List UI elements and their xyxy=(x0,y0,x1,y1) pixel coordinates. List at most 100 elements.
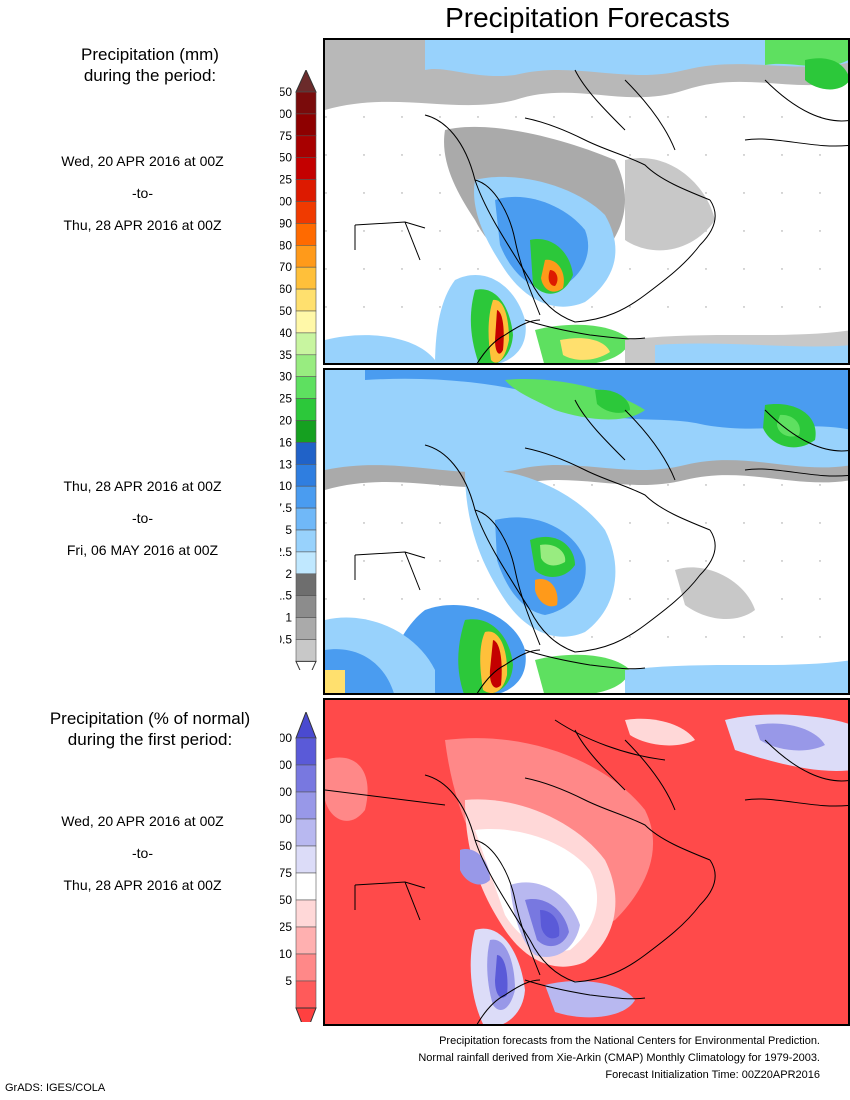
precip-scale-tick-label: 35 xyxy=(280,348,292,362)
percent-scale-tick-label: 600 xyxy=(280,758,292,772)
percent-scale-tick-label: 10 xyxy=(280,947,292,961)
precip-scale-swatch xyxy=(295,551,317,575)
period3-until: Thu, 28 APR 2016 at 00Z xyxy=(63,877,222,893)
precip-scale-swatch xyxy=(295,91,317,115)
period1-from: Wed, 20 APR 2016 at 00Z xyxy=(61,153,224,169)
period2-until: Fri, 06 MAY 2016 at 00Z xyxy=(66,542,219,558)
map-percent-normal xyxy=(323,698,850,1026)
precip-scale-swatch xyxy=(295,157,317,180)
precip-scale-tick-label: 2.5 xyxy=(280,545,292,559)
precip-scale-tick-label: 100 xyxy=(280,195,292,209)
precip-scale-swatch xyxy=(295,310,317,334)
precip-scale-tick-label: 10 xyxy=(280,479,292,493)
precip-scale-tick-label: 125 xyxy=(280,173,292,187)
precip-scale-swatch xyxy=(295,529,317,553)
precip-scale-tick-label: 175 xyxy=(280,129,292,143)
precip-scale-tick-label: 70 xyxy=(280,260,292,274)
footer-line3: Forecast Initialization Time: 00Z20APR20… xyxy=(605,1069,820,1081)
map-precip-period1 xyxy=(323,38,850,365)
percent-scale-swatch xyxy=(295,737,317,766)
percent-scale-swatch xyxy=(295,953,317,982)
percent-scale-tick-label: 5 xyxy=(285,974,292,988)
percent-scale-swatch xyxy=(295,791,317,820)
footer-line1: Precipitation forecasts from the Nationa… xyxy=(439,1035,820,1047)
precip-scale-tick-label: 7.5 xyxy=(280,501,292,515)
precip-scale-tick-label: 80 xyxy=(280,238,292,252)
precip-scale-swatch xyxy=(295,463,317,487)
precip-scale-swatch xyxy=(295,420,317,443)
precip-scale-swatch xyxy=(295,354,317,377)
percent-scale-tick-label: 25 xyxy=(280,920,292,934)
precip-scale-swatch xyxy=(295,376,317,399)
percent-heading-line1: Precipitation (% of normal) xyxy=(49,709,251,728)
precip-scale-swatch xyxy=(295,442,317,465)
precip-scale-bottom-arrow xyxy=(295,660,317,670)
map-precip-period2-graphic xyxy=(325,370,848,693)
precip-scale-swatch xyxy=(295,113,317,137)
period1-to: -to- xyxy=(132,185,153,201)
percent-color-scale: 800 600 400 300 150 75 50 25 10 5 xyxy=(280,712,317,1022)
precip-scale-swatch xyxy=(295,332,317,356)
percent-scale-swatch xyxy=(295,980,317,1009)
precip-scale-swatch xyxy=(295,266,317,290)
percent-scale-swatch xyxy=(295,872,317,901)
percent-scale-tick-label: 400 xyxy=(280,785,292,799)
precip-scale-top-arrow xyxy=(295,70,317,93)
precip-scale-swatch xyxy=(295,398,317,421)
precip-scale-tick-label: 16 xyxy=(280,435,292,449)
period1-label: Wed, 20 APR 2016 at 00Z -to- Thu, 28 APR… xyxy=(20,145,265,241)
percent-heading: Precipitation (% of normal) during the f… xyxy=(20,708,280,750)
precip-scale-tick-label: 2 xyxy=(285,567,292,581)
percent-scale-tick-label: 75 xyxy=(280,866,292,880)
percent-heading-line2: during the first period: xyxy=(67,730,233,749)
precip-scale-tick-label: 20 xyxy=(280,414,292,428)
precip-scale-swatch xyxy=(295,639,317,662)
precip-scale-tick-label: 13 xyxy=(280,457,292,471)
percent-scale-swatch xyxy=(295,926,317,955)
precip-heading-line1: Precipitation (mm) xyxy=(81,45,219,64)
period3-from: Wed, 20 APR 2016 at 00Z xyxy=(61,813,224,829)
footer-line2: Normal rainfall derived from Xie-Arkin (… xyxy=(418,1052,820,1064)
precip-scale-swatch xyxy=(295,617,317,640)
percent-scale-tick-label: 50 xyxy=(280,893,292,907)
period2-from: Thu, 28 APR 2016 at 00Z xyxy=(63,478,222,494)
precip-scale-swatch xyxy=(295,507,317,531)
precip-scale-tick-label: 50 xyxy=(280,304,292,318)
precip-scale-tick-label: 1.5 xyxy=(280,589,292,603)
map-precip-period1-graphic xyxy=(325,40,848,363)
percent-scale-bottom-arrow xyxy=(295,1007,317,1022)
footer-notes: Precipitation forecasts from the Nationa… xyxy=(418,1033,820,1084)
precip-scale-tick-label: 200 xyxy=(280,107,292,121)
precip-color-scale: 2502001751501251009080706050403530252016… xyxy=(280,70,317,670)
map-percent-normal-graphic xyxy=(325,700,848,1024)
percent-scale-tick-label: 300 xyxy=(280,812,292,826)
precip-scale-swatch xyxy=(295,595,317,618)
precip-scale-tick-label: 60 xyxy=(280,282,292,296)
percent-scale-swatch xyxy=(295,764,317,793)
precip-scale-swatch xyxy=(295,485,317,509)
percent-scale-top-arrow xyxy=(295,712,317,739)
precip-scale-swatch xyxy=(295,223,317,246)
precip-heading: Precipitation (mm) during the period: xyxy=(20,44,280,86)
precip-scale-swatch xyxy=(295,245,317,268)
precip-scale-swatch xyxy=(295,288,317,312)
period2-to: -to- xyxy=(132,510,153,526)
map-precip-period2 xyxy=(323,368,850,695)
precip-scale-tick-label: 1 xyxy=(285,611,292,625)
precip-scale-tick-label: 5 xyxy=(285,523,292,537)
precip-scale-tick-label: 150 xyxy=(280,151,292,165)
percent-scale-swatch xyxy=(295,818,317,847)
grads-credit: GrADS: IGES/COLA xyxy=(5,1082,106,1094)
percent-scale-tick-label: 800 xyxy=(280,731,292,745)
page-title: Precipitation Forecasts xyxy=(445,2,730,33)
period3-to: -to- xyxy=(132,845,153,861)
precip-scale-tick-label: 25 xyxy=(280,392,292,406)
period3-label: Wed, 20 APR 2016 at 00Z -to- Thu, 28 APR… xyxy=(20,805,265,901)
precip-heading-line2: during the period: xyxy=(83,66,217,85)
precip-scale-tick-label: 90 xyxy=(280,216,292,230)
precip-scale-swatch xyxy=(295,179,317,202)
percent-scale-tick-label: 150 xyxy=(280,839,292,853)
precip-scale-swatch xyxy=(295,135,317,159)
precip-scale-tick-label: 40 xyxy=(280,326,292,340)
percent-scale-swatch xyxy=(295,899,317,928)
